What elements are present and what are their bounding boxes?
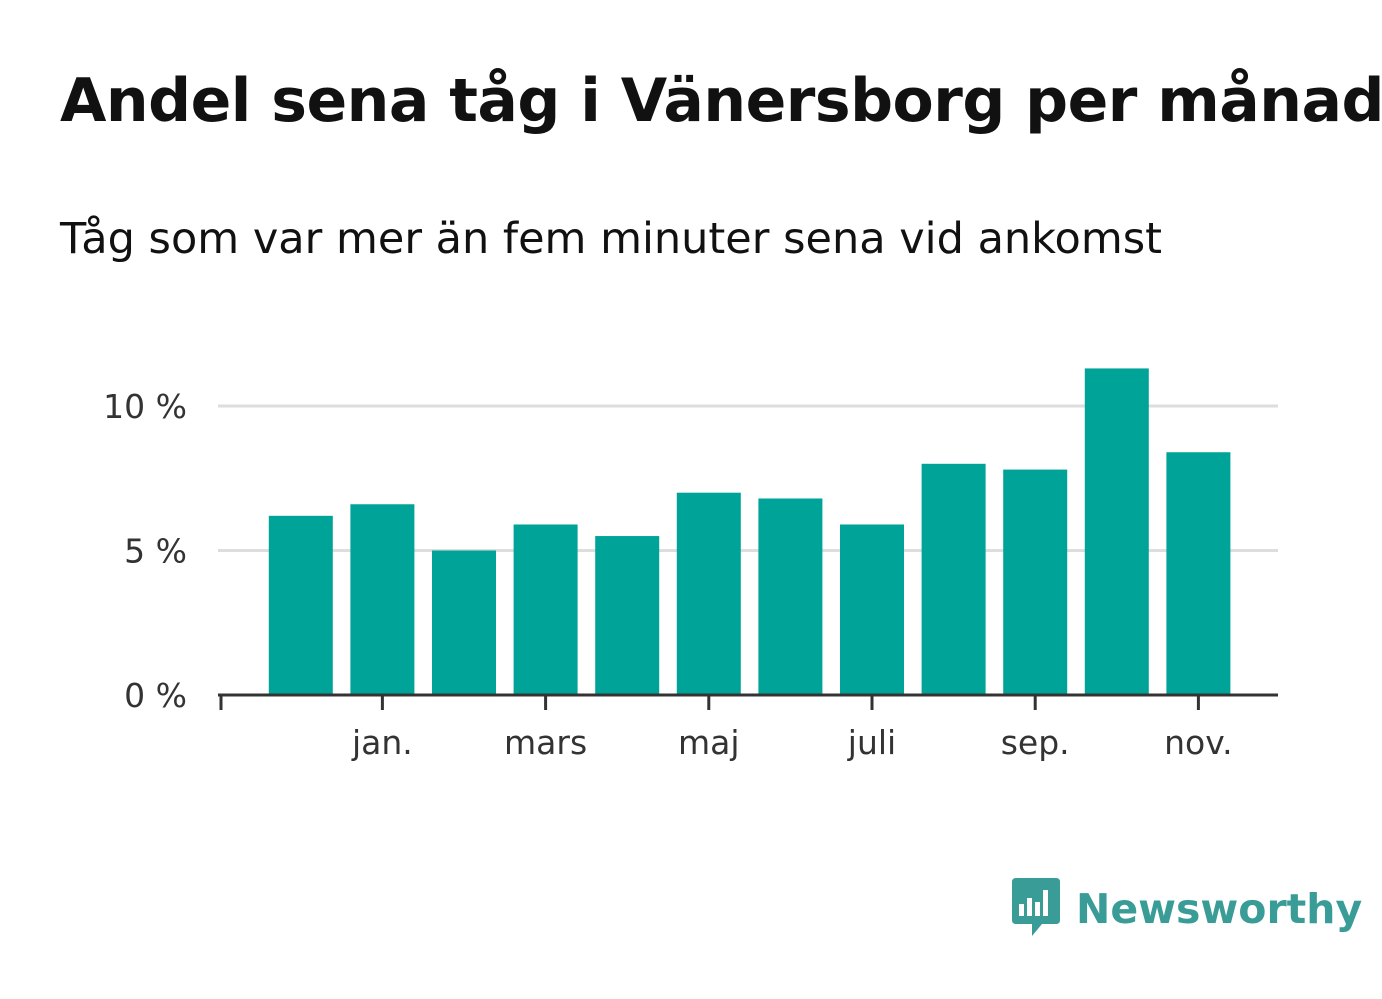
y-tick-label: 0 % bbox=[124, 676, 187, 715]
x-tick-label: jan. bbox=[351, 723, 413, 762]
bar-juni bbox=[758, 498, 823, 695]
tick-labels: 0 % 5 % 10 % jan. mars maj juli sep. nov. bbox=[103, 387, 1233, 762]
bar-maj bbox=[676, 492, 741, 695]
bar-dec bbox=[268, 515, 333, 695]
bar-sep bbox=[1003, 469, 1068, 695]
chart-subtitle: Tåg som var mer än fem minuter sena vid … bbox=[60, 214, 1163, 264]
bar-nov bbox=[1166, 452, 1231, 695]
brand-logo: Newsworthy bbox=[1010, 876, 1362, 942]
x-tick-label: juli bbox=[847, 723, 896, 762]
y-tick-label: 10 % bbox=[103, 387, 187, 426]
bar-aug bbox=[921, 463, 986, 695]
bar-mars bbox=[513, 524, 578, 695]
x-tick-label: mars bbox=[504, 723, 587, 762]
bars bbox=[268, 368, 1231, 695]
x-axis bbox=[218, 693, 1278, 710]
brand-name: Newsworthy bbox=[1076, 885, 1363, 933]
bar-jan bbox=[350, 504, 415, 695]
x-tick-label: maj bbox=[678, 723, 740, 762]
bar-chart-speech-bubble-icon bbox=[1012, 878, 1060, 936]
x-tick-label: nov. bbox=[1164, 723, 1233, 762]
y-tick-label: 5 % bbox=[124, 532, 187, 571]
bar-apr bbox=[595, 536, 660, 695]
x-tick-label: sep. bbox=[1001, 723, 1070, 762]
chart-title: Andel sena tåg i Vänersborg per månad bbox=[60, 66, 1382, 136]
bar-okt bbox=[1084, 368, 1149, 695]
bar-feb bbox=[432, 550, 496, 695]
bar-juli bbox=[840, 524, 904, 695]
